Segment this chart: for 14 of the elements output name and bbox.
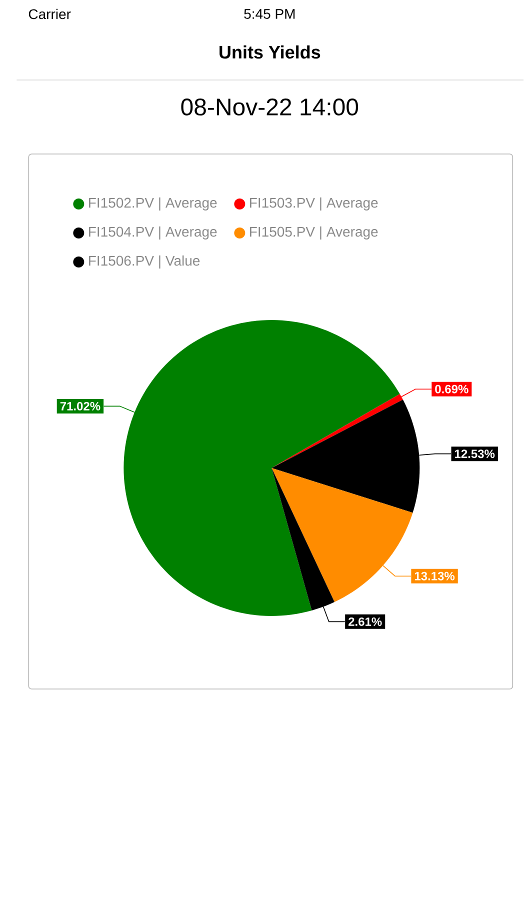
legend-label: FI1504.PV | Average — [89, 226, 217, 240]
legend-label: FI1506.PV | Value — [89, 255, 200, 269]
data-label: 12.53% — [455, 450, 495, 458]
text: Carrier — [29, 8, 71, 20]
legend-label: FI1503.PV | Average — [250, 197, 378, 211]
data-label: 71.02% — [60, 402, 100, 410]
legend-label: FI1502.PV | Average — [89, 197, 217, 211]
legend-label: FI1505.PV | Average — [250, 226, 378, 240]
data-label: 13.13% — [415, 572, 455, 580]
data-label: 0.69% — [435, 384, 469, 394]
chart-title: Units Yields — [220, 45, 320, 59]
data-label: 2.61% — [348, 617, 382, 626]
text: 5:45 PM — [244, 9, 295, 19]
chart-subtitle: 08-Nov-22 14:00 — [181, 98, 358, 116]
